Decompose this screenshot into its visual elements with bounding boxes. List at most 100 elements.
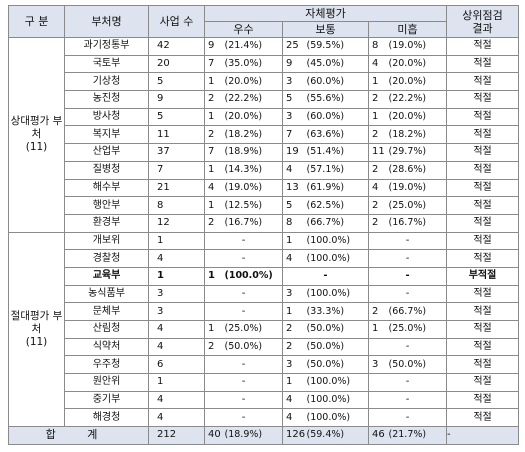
check-result: 적절 bbox=[446, 37, 520, 56]
total-excellent-count: 40 bbox=[204, 426, 223, 445]
normal-percent: (66.7%) bbox=[304, 213, 369, 233]
check-result: 적절 bbox=[446, 90, 520, 109]
project-count: 4 bbox=[148, 408, 205, 428]
table-row: 상대평가 부처 (11) 과기정통부 42 9 (21.4%) 25 (59.5%) 8 (19.… bbox=[8, 37, 520, 233]
excellent-percent: (18.2%) bbox=[222, 125, 283, 145]
header-self-eval: 자체평가 bbox=[203, 5, 448, 22]
normal-count: 4 bbox=[282, 408, 305, 428]
total-normal-count: 126 bbox=[282, 426, 305, 445]
normal-count: 5 bbox=[282, 90, 305, 109]
group-label-cell: 절대평가 부처 (11) bbox=[8, 231, 65, 428]
project-count: 4 bbox=[148, 337, 205, 357]
dept-name: 질병청 bbox=[64, 160, 149, 180]
insufficient-count: 2 bbox=[368, 125, 387, 145]
total-row: 합 계 212 40 (18.9%) 126 (59.4%) 46 (21.7%) - bbox=[8, 426, 520, 445]
dept-name: 산림청 bbox=[64, 320, 149, 339]
group-label-cell: 상대평가 부처 (11) bbox=[8, 37, 65, 233]
total-normal-percent: (59.4%) bbox=[304, 426, 369, 445]
check-result: 적절 bbox=[446, 390, 520, 410]
dept-name: 원안위 bbox=[64, 373, 149, 392]
insufficient-percent: (20.0%) bbox=[386, 54, 448, 74]
normal-percent: (57.1%) bbox=[304, 160, 369, 180]
project-count: 5 bbox=[148, 107, 205, 127]
insufficient-percent: (50.0%) bbox=[386, 355, 448, 375]
total-result: - bbox=[446, 426, 520, 445]
check-result: 적절 bbox=[446, 355, 520, 375]
excellent-percent: (18.9%) bbox=[222, 143, 283, 162]
group-label-line: 상대평가 부처 bbox=[10, 115, 63, 141]
project-count: 4 bbox=[148, 320, 205, 339]
total-excellent-percent: (18.9%) bbox=[222, 426, 283, 445]
table-row: 농진청 9 2 (22.2%) 5 (55.6%) 2 (22.2%) 적절 bbox=[9, 90, 520, 109]
normal-count: 13 bbox=[282, 178, 305, 198]
normal-percent: (55.6%) bbox=[304, 90, 369, 109]
project-count: 4 bbox=[148, 249, 205, 268]
insufficient-empty: - bbox=[367, 266, 448, 286]
normal-count: 2 bbox=[282, 337, 305, 357]
table-row: 경찰청 4-4 (100.0%) - 적절 bbox=[9, 249, 520, 268]
excellent-count: 1 bbox=[204, 160, 223, 180]
project-count: 3 bbox=[148, 284, 205, 304]
excellent-percent: (20.0%) bbox=[222, 107, 283, 127]
project-count: 20 bbox=[148, 54, 205, 74]
normal-count: 3 bbox=[282, 284, 305, 304]
excellent-empty: - bbox=[204, 373, 283, 392]
normal-count: 5 bbox=[282, 196, 305, 215]
insufficient-count: 4 bbox=[368, 178, 387, 198]
normal-count: 1 bbox=[282, 302, 305, 321]
insufficient-percent: (29.7%) bbox=[386, 143, 448, 162]
dept-name: 기상청 bbox=[64, 72, 149, 92]
excellent-empty: - bbox=[204, 231, 283, 251]
project-count: 11 bbox=[148, 125, 205, 145]
check-result: 적절 bbox=[446, 125, 520, 145]
dept-name: 방사청 bbox=[64, 107, 149, 127]
total-label: 합 계 bbox=[8, 426, 149, 445]
normal-empty: - bbox=[282, 266, 369, 286]
table-row: 원안위 1-1 (100.0%) - 적절 bbox=[9, 373, 520, 392]
insufficient-empty: - bbox=[367, 390, 448, 410]
excellent-empty: - bbox=[204, 408, 283, 428]
excellent-empty: - bbox=[204, 284, 283, 304]
normal-percent: (33.3%) bbox=[304, 302, 369, 321]
table-row: 산림청 4 1 (25.0%) 2 (50.0%) 1 (25.0%) 적절 bbox=[9, 320, 520, 339]
header-excellent: 우수 bbox=[204, 21, 283, 38]
dept-name: 행안부 bbox=[64, 196, 149, 215]
insufficient-percent: (28.6%) bbox=[386, 160, 448, 180]
evaluation-results-table: 구 분 부처명 사업 수 자체평가 상위점검 결과 우수 보통 미흡 상대평가 … bbox=[8, 5, 520, 445]
check-result: 적절 bbox=[446, 107, 520, 127]
table-row: 중기부 4-4 (100.0%) - 적절 bbox=[9, 390, 520, 410]
insufficient-percent: (20.0%) bbox=[386, 72, 448, 92]
check-result: 적절 bbox=[446, 337, 520, 357]
total-insufficient-percent: (21.7%) bbox=[386, 426, 448, 445]
table-row: 농식품부 3-3 (100.0%) - 적절 bbox=[9, 284, 520, 304]
normal-percent: (60.0%) bbox=[304, 72, 369, 92]
dept-name: 우주청 bbox=[64, 355, 149, 375]
header-row-1: 구 분 부처명 사업 수 자체평가 상위점검 결과 bbox=[8, 5, 520, 38]
excellent-count: 1 bbox=[204, 196, 223, 215]
table-row: 해경청 4-4 (100.0%) - 적절 bbox=[9, 408, 520, 428]
excellent-count: 9 bbox=[204, 37, 223, 56]
insufficient-percent: (25.0%) bbox=[386, 320, 448, 339]
excellent-percent: (12.5%) bbox=[222, 196, 283, 215]
project-count: 37 bbox=[148, 143, 205, 162]
normal-count: 19 bbox=[282, 143, 305, 162]
check-result: 적절 bbox=[446, 143, 520, 162]
table-row: 식약처 4 2 (50.0%) 2 (50.0%) - 적절 bbox=[9, 337, 520, 357]
table-row: 산업부 37 7 (18.9%) 19 (51.4%) 11 (29.7%) 적절 bbox=[9, 143, 520, 162]
dept-name: 농진청 bbox=[64, 90, 149, 109]
project-count: 3 bbox=[148, 302, 205, 321]
table-row: 행안부 8 1 (12.5%) 5 (62.5%) 2 (25.0%) 적절 bbox=[9, 196, 520, 215]
normal-percent: (63.6%) bbox=[304, 125, 369, 145]
check-result: 적절 bbox=[446, 320, 520, 339]
dept-name: 복지부 bbox=[64, 125, 149, 145]
project-count: 1 bbox=[148, 373, 205, 392]
insufficient-percent: (20.0%) bbox=[386, 107, 448, 127]
table-row: 절대평가 부처 (11) 개보위 1-1 (100.0%) - 적절 bbox=[8, 231, 520, 428]
check-result: 적절 bbox=[446, 196, 520, 215]
insufficient-empty: - bbox=[367, 337, 448, 357]
excellent-percent: (16.7%) bbox=[222, 213, 283, 233]
check-result: 적절 bbox=[446, 284, 520, 304]
excellent-percent: (14.3%) bbox=[222, 160, 283, 180]
header-projects: 사업 수 bbox=[148, 5, 205, 38]
normal-percent: (60.0%) bbox=[304, 107, 369, 127]
